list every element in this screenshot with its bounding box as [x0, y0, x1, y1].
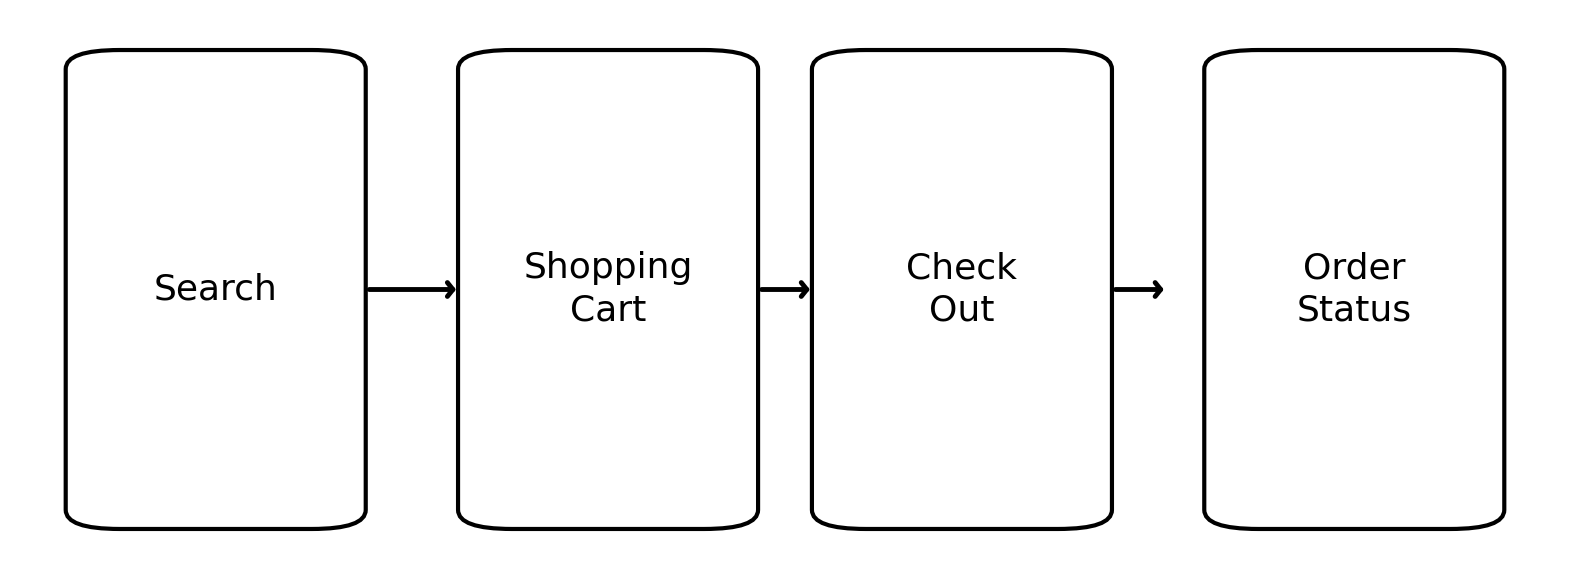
FancyBboxPatch shape: [458, 50, 758, 529]
Text: Search: Search: [154, 273, 278, 306]
FancyBboxPatch shape: [1204, 50, 1504, 529]
FancyBboxPatch shape: [66, 50, 366, 529]
Text: Shopping
Cart: Shopping Cart: [523, 251, 692, 328]
Text: Check
Out: Check Out: [906, 251, 1017, 328]
Text: Order
Status: Order Status: [1297, 251, 1411, 328]
FancyBboxPatch shape: [812, 50, 1112, 529]
